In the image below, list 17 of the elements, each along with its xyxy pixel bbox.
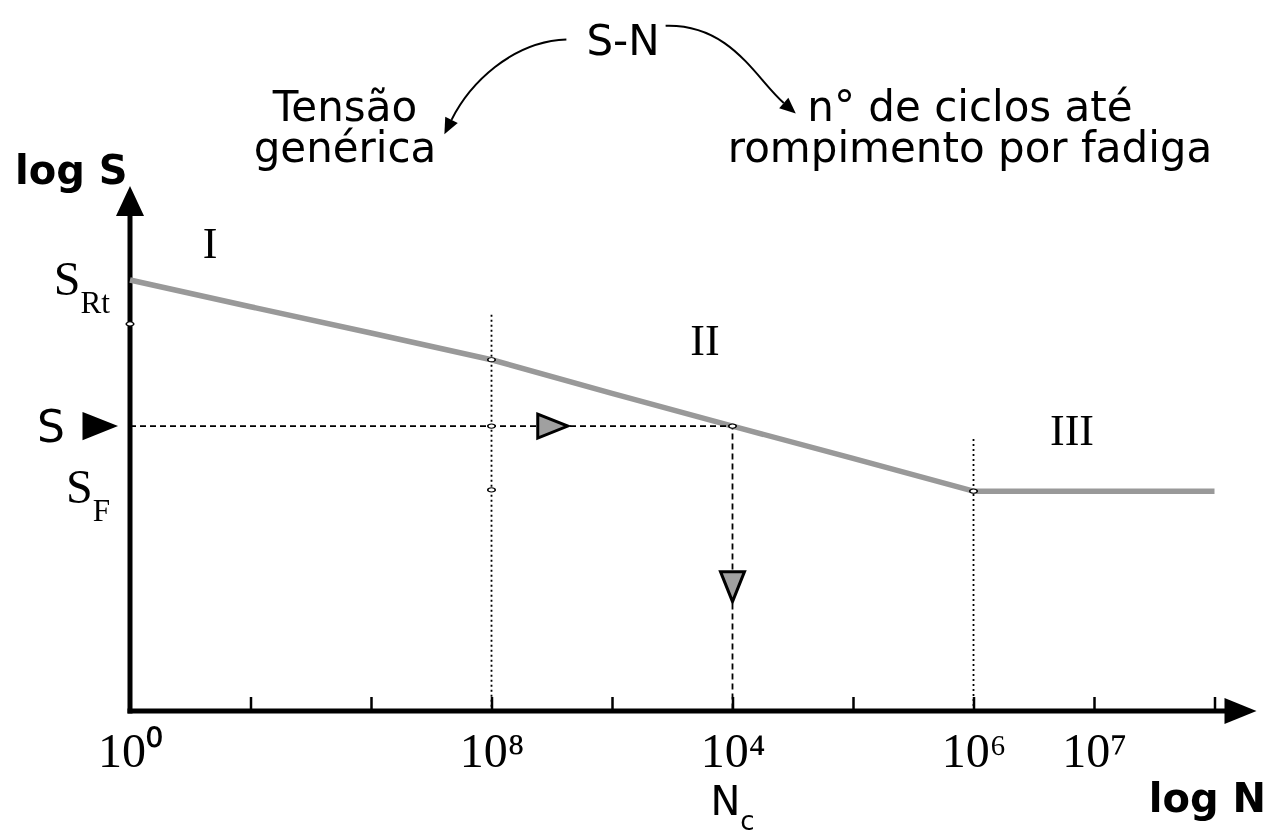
chart-title: S-N	[586, 16, 660, 65]
x-axis-title: log N	[1148, 775, 1266, 821]
x-tick-label: 10⁸	[459, 724, 525, 777]
x-tick-label: 10⁷	[1062, 724, 1127, 777]
x-tick-label: 10⁴	[700, 724, 766, 777]
x-tick-label: 10⁰	[98, 724, 163, 777]
y-axis-title: log S	[15, 147, 128, 193]
annotation: III	[1050, 406, 1094, 456]
annotation: N$_{c}$	[710, 778, 755, 831]
text: S$_{F}$	[65, 460, 110, 528]
annotation: II	[690, 316, 720, 366]
text: Tensão genérica	[253, 82, 437, 172]
x-tick-label: 10⁶	[941, 724, 1007, 777]
annotation: S	[37, 400, 65, 452]
text: I	[202, 219, 218, 269]
text: n° de ciclos até rompimento por fadiga	[727, 82, 1213, 172]
text: S$_{Rt}$	[53, 252, 111, 320]
